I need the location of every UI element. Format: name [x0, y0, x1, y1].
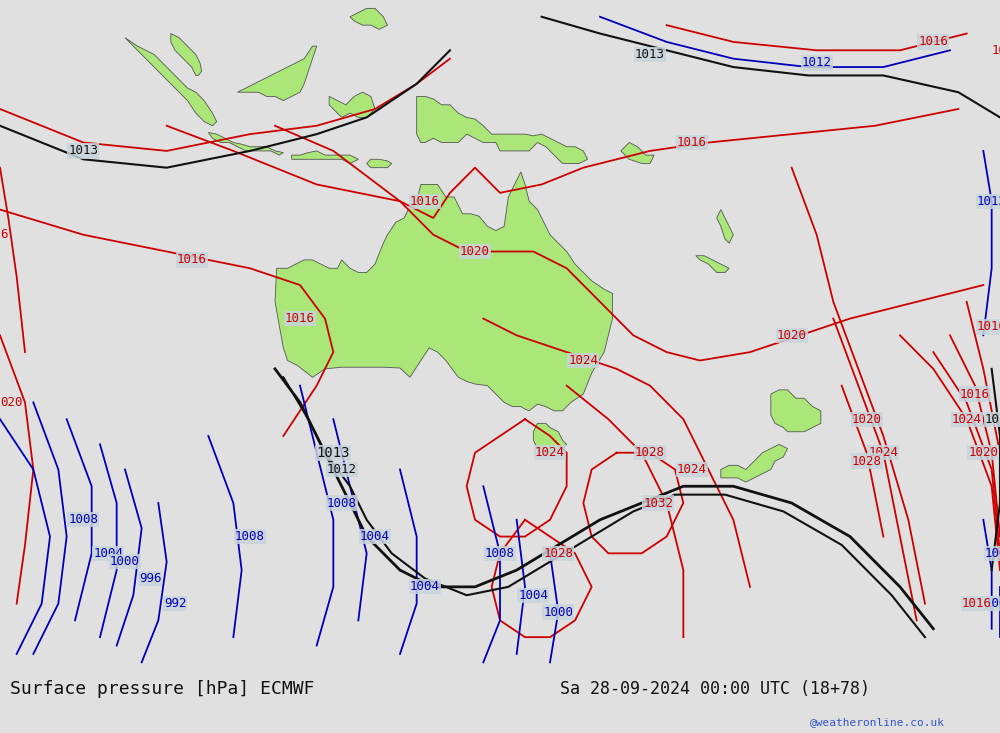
Text: 1016: 1016 [960, 388, 990, 400]
Polygon shape [238, 46, 317, 100]
Text: 1020: 1020 [852, 413, 882, 426]
Text: 6: 6 [0, 228, 8, 241]
Text: 1024: 1024 [568, 354, 598, 367]
Text: 1016: 1016 [977, 320, 1000, 334]
Text: 1024: 1024 [535, 446, 565, 459]
Polygon shape [208, 133, 283, 155]
Text: Sa 28-09-2024 00:00 UTC (18+78): Sa 28-09-2024 00:00 UTC (18+78) [560, 680, 870, 699]
Text: 1028: 1028 [635, 446, 665, 459]
Text: 1000: 1000 [543, 605, 573, 619]
Text: 1012: 1012 [977, 195, 1000, 207]
Text: 1008: 1008 [68, 513, 98, 526]
Text: Surface pressure [hPa] ECMWF: Surface pressure [hPa] ECMWF [10, 680, 314, 699]
Polygon shape [417, 97, 588, 163]
Text: 1008: 1008 [985, 547, 1000, 560]
Text: 1000: 1000 [110, 555, 140, 568]
Polygon shape [292, 151, 358, 163]
Polygon shape [125, 37, 217, 126]
Polygon shape [367, 159, 392, 168]
Text: 1008: 1008 [327, 496, 357, 509]
Text: 1016: 1016 [177, 254, 207, 266]
Text: 996: 996 [139, 572, 161, 585]
Text: 1012: 1012 [802, 56, 832, 70]
Text: 1008: 1008 [985, 597, 1000, 610]
Text: 1020: 1020 [777, 329, 807, 342]
Text: 1028: 1028 [543, 547, 573, 560]
Polygon shape [350, 8, 388, 29]
Text: 1020: 1020 [460, 245, 490, 258]
Polygon shape [717, 210, 733, 243]
Polygon shape [621, 142, 654, 163]
Text: 1004: 1004 [518, 589, 548, 602]
Text: 101: 101 [992, 44, 1000, 56]
Text: 1016: 1016 [410, 195, 440, 207]
Text: 1016: 1016 [677, 136, 707, 149]
Text: 1004: 1004 [93, 547, 123, 560]
Text: 1024: 1024 [868, 446, 898, 459]
Text: 992: 992 [164, 597, 186, 610]
Text: 1013: 1013 [317, 446, 350, 460]
Text: 1024: 1024 [952, 413, 982, 426]
Text: 1016: 1016 [962, 597, 992, 610]
Text: 1008: 1008 [235, 530, 265, 543]
Text: 1004: 1004 [410, 581, 440, 593]
Text: 1012: 1012 [327, 463, 357, 476]
Polygon shape [771, 390, 821, 432]
Text: 1013: 1013 [985, 413, 1000, 426]
Text: 020: 020 [0, 396, 23, 409]
Text: 1028: 1028 [852, 454, 882, 468]
Text: 1032: 1032 [643, 496, 673, 509]
Text: 1024: 1024 [677, 463, 707, 476]
Polygon shape [275, 172, 613, 410]
Polygon shape [171, 34, 202, 75]
Polygon shape [533, 424, 567, 453]
Text: 1016: 1016 [285, 312, 315, 325]
Polygon shape [329, 92, 375, 117]
Text: 1008: 1008 [485, 547, 515, 560]
Text: 1004: 1004 [360, 530, 390, 543]
Text: 1013: 1013 [68, 144, 98, 158]
Polygon shape [696, 256, 729, 273]
Text: @weatheronline.co.uk: @weatheronline.co.uk [810, 717, 945, 727]
Text: 1013: 1013 [635, 48, 665, 61]
Text: 1016: 1016 [918, 35, 948, 48]
Polygon shape [721, 444, 788, 482]
Text: 1020: 1020 [968, 446, 998, 459]
